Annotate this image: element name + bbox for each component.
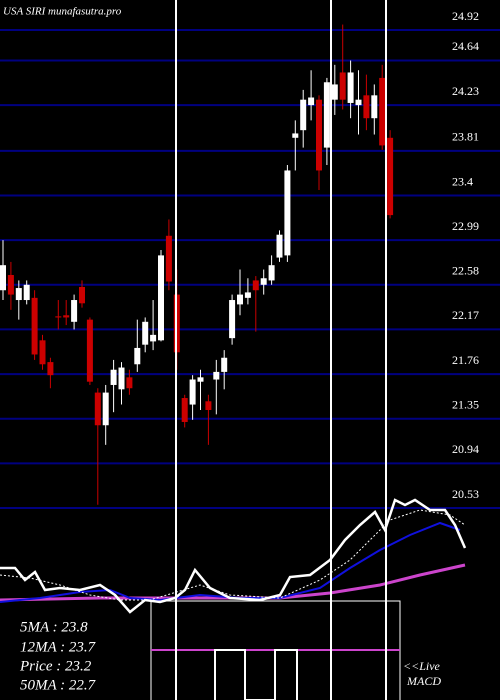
candle-body <box>387 137 394 216</box>
chart-title: USA SIRI munafasutra.pro <box>3 6 122 18</box>
ma-white <box>0 498 467 614</box>
candle-body <box>331 84 338 100</box>
candle-body <box>181 398 188 422</box>
candle-body <box>0 265 6 291</box>
candle-body <box>252 280 259 291</box>
candle-body <box>339 72 346 100</box>
y-tick-label: 20.94 <box>452 442 479 456</box>
y-tick-label: 22.17 <box>452 308 479 322</box>
candle-body <box>205 401 212 411</box>
y-tick-label: 22.99 <box>452 219 479 233</box>
candle-body <box>110 369 117 385</box>
candle-body <box>316 99 322 171</box>
y-tick-label: 24.64 <box>452 39 479 53</box>
candle-body <box>23 284 30 301</box>
candle-body <box>86 319 93 382</box>
candle-body <box>268 265 275 281</box>
candle-body <box>126 377 133 389</box>
candle-body <box>15 288 22 301</box>
candle-body <box>39 340 46 365</box>
grid: 24.92 24.64 24.23 23.81 23.4 22.99 22.58 22.17 2… <box>0 9 500 509</box>
candle-body <box>189 379 196 405</box>
ma-label: Price : 23.2 <box>19 658 92 674</box>
y-tick-label: 21.76 <box>452 353 479 367</box>
candle-body <box>347 72 354 103</box>
candle-body <box>55 316 62 318</box>
candle-body <box>221 357 228 372</box>
y-tick-label: 22.58 <box>452 264 479 278</box>
y-tick-label: 21.35 <box>452 397 479 411</box>
candle-body <box>308 97 315 106</box>
candle-body <box>197 377 204 382</box>
y-tick-label: 20.53 <box>452 487 479 501</box>
candle-body <box>323 82 330 148</box>
candle-body <box>71 300 78 322</box>
vertical-markers <box>175 0 387 700</box>
y-tick-label: 23.81 <box>452 130 479 144</box>
y-tick-label: 23.4 <box>452 174 473 188</box>
candle-body <box>363 95 370 119</box>
ma-label: 12MA : 23.7 <box>20 639 97 655</box>
candle-body <box>94 392 101 426</box>
candle-body <box>213 371 220 380</box>
indicator-lines <box>0 498 467 614</box>
candle-body <box>142 321 149 345</box>
candle-body <box>158 255 164 341</box>
candle-body <box>292 133 299 138</box>
ma-label: 5MA : 23.8 <box>20 619 88 635</box>
candle-body <box>63 315 70 318</box>
y-tick-label: 24.92 <box>452 9 479 23</box>
candle-body <box>260 278 267 285</box>
candle-body <box>47 362 54 376</box>
candle-body <box>237 294 243 305</box>
candle-body <box>79 286 85 304</box>
ma-dashed <box>0 509 466 601</box>
candle-body <box>300 99 307 131</box>
candle-body <box>355 99 362 106</box>
candle-body <box>379 77 386 146</box>
candle-body <box>276 234 283 258</box>
candle-body <box>118 367 125 390</box>
ma-magenta <box>0 563 466 602</box>
candle-body <box>150 334 157 342</box>
candle-body <box>284 170 291 256</box>
candle-body <box>244 292 251 298</box>
candle-body <box>165 235 172 282</box>
candle-body <box>371 95 378 119</box>
candle-body <box>134 347 141 365</box>
macd-panel <box>150 600 401 700</box>
macd-line <box>214 649 298 700</box>
ma-label: 50MA : 22.7 <box>20 677 97 693</box>
macd-label: MACD <box>406 674 441 688</box>
candle-body <box>102 392 109 426</box>
candles <box>0 24 394 505</box>
live-label: <<Live <box>403 659 441 673</box>
candle-body <box>229 300 236 339</box>
candle-body <box>7 274 14 295</box>
y-tick-label: 24.23 <box>452 84 479 98</box>
candle-body <box>31 297 38 355</box>
